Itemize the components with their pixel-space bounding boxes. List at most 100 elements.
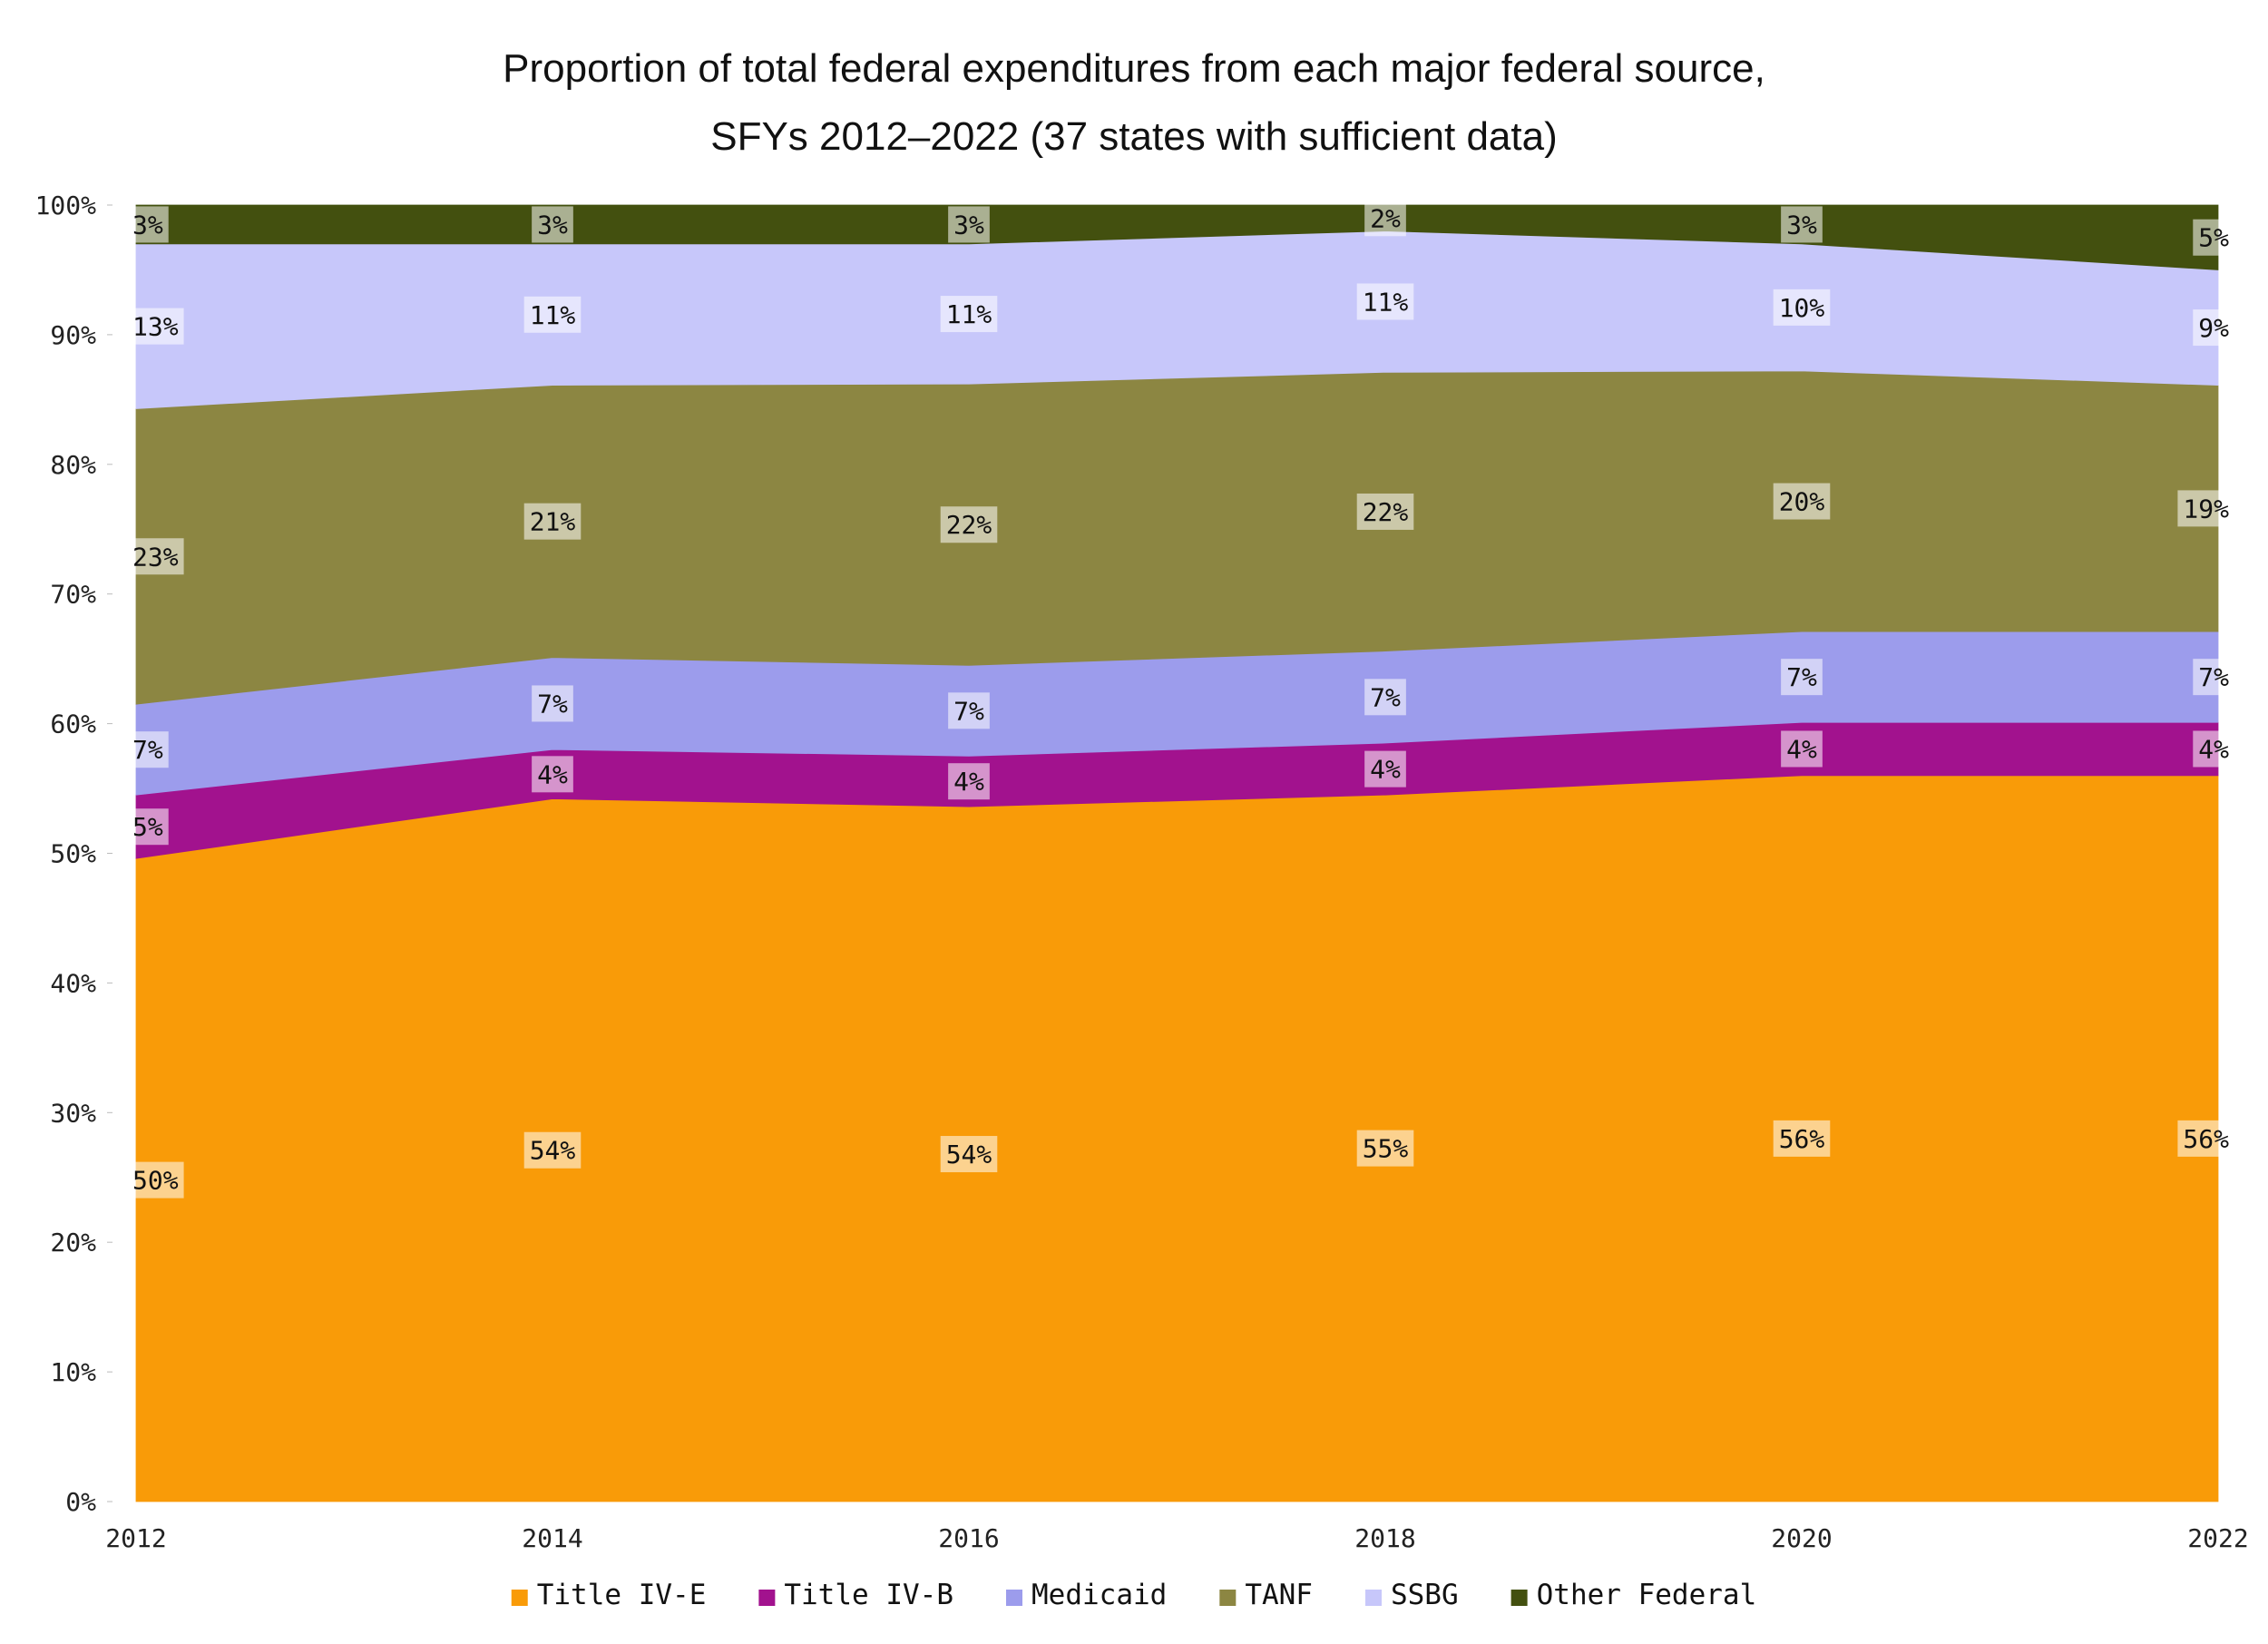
legend-swatch (758, 1590, 776, 1606)
data-label-box (1356, 283, 1414, 320)
data-label-text: 7% (537, 689, 568, 719)
data-label-other-federal: 3% (532, 206, 573, 243)
data-label-title-iv-b: 5% (127, 808, 169, 846)
area-title-iv-e (135, 775, 2219, 1502)
y-tick-label: 90% (50, 320, 96, 350)
y-tick-label: 70% (50, 580, 96, 610)
data-label-box (1781, 206, 1823, 243)
data-label-tanf: 20% (1773, 483, 1831, 520)
data-label-ssbg: 11% (940, 296, 998, 333)
data-label-medicaid: 7% (2193, 659, 2234, 696)
data-label-box (2193, 730, 2234, 768)
data-label-text: 7% (132, 735, 163, 765)
data-label-text: 2% (1370, 203, 1401, 233)
data-label-box (1773, 1120, 1831, 1157)
data-label-box (127, 308, 184, 345)
data-labels: 50% 54% 54% 55% 56% 56% 5% 4% 4% 4% 4% 4% 7% 7% 7% 7% 7%… (127, 200, 2234, 1199)
data-label-box (2193, 659, 2234, 696)
data-label-box (127, 538, 184, 575)
data-label-text: 11% (530, 300, 576, 330)
y-tick-label: 80% (50, 450, 96, 480)
legend-swatch (1006, 1590, 1023, 1606)
y-axis: 0% 10% 20% 30% 40% 50% 60% 70% 80% 90% 100% (35, 191, 112, 1517)
data-label-box (1356, 493, 1414, 530)
x-tick-label: 2014 (522, 1523, 582, 1553)
legend-swatch (1364, 1590, 1382, 1606)
data-label-title-iv-e: 56% (1773, 1120, 1831, 1157)
data-label-box (2177, 1120, 2234, 1157)
area-other-federal (135, 204, 2219, 270)
legend-item-ssbg: SSBG (1364, 1579, 1459, 1611)
data-label-box (2193, 309, 2234, 347)
data-label-text: 3% (537, 210, 568, 240)
data-label-medicaid: 7% (1364, 679, 1406, 716)
data-label-text: 22% (946, 510, 992, 540)
x-tick-label: 2020 (1771, 1523, 1832, 1553)
data-label-box (948, 763, 990, 800)
data-label-medicaid: 7% (127, 731, 169, 768)
data-label-text: 5% (2198, 223, 2229, 253)
data-label-box (127, 206, 169, 243)
data-label-tanf: 21% (523, 503, 582, 540)
data-label-box (127, 1161, 184, 1199)
chart-title-line-1: Proportion of total federal expenditures… (503, 46, 1765, 91)
x-tick-label: 2022 (2187, 1523, 2248, 1553)
data-label-text: 11% (946, 299, 992, 329)
chart-title: Proportion of total federal expenditures… (503, 46, 1765, 159)
data-label-text: 7% (1370, 682, 1401, 712)
data-label-box (1773, 483, 1831, 520)
data-label-box (1781, 659, 1823, 696)
data-label-text: 54% (530, 1136, 576, 1166)
data-label-other-federal: 2% (1364, 200, 1406, 237)
data-label-medicaid: 7% (532, 685, 573, 722)
data-label-box (948, 206, 990, 243)
x-tick-label: 2012 (105, 1523, 166, 1553)
legend-swatch (1219, 1590, 1237, 1606)
data-label-text: 56% (2183, 1124, 2229, 1154)
legend-label: Medicaid (1031, 1579, 1167, 1611)
legend-label: SSBG (1391, 1579, 1459, 1611)
data-label-text: 4% (1370, 755, 1401, 785)
data-label-text: 11% (1363, 287, 1409, 317)
data-label-text: 7% (2198, 662, 2229, 692)
data-label-text: 50% (132, 1166, 179, 1196)
data-label-box (523, 503, 582, 540)
data-label-box (532, 206, 573, 243)
data-label-ssbg: 9% (2193, 309, 2234, 347)
data-label-box (1781, 730, 1823, 768)
data-label-text: 56% (1779, 1124, 1825, 1154)
stacked-areas (135, 204, 2219, 1502)
data-label-medicaid: 7% (1781, 659, 1823, 696)
x-tick-label: 2016 (938, 1523, 999, 1553)
data-label-ssbg: 10% (1773, 289, 1831, 326)
data-label-text: 4% (2198, 734, 2229, 764)
data-label-text: 55% (1363, 1134, 1409, 1164)
data-label-box (523, 296, 582, 333)
legend: Title IV-E Title IV-B Medicaid TANF SSBG Othe… (511, 1579, 1756, 1611)
y-tick-label: 10% (50, 1357, 96, 1387)
data-label-text: 4% (953, 767, 984, 797)
data-label-text: 7% (1786, 662, 1817, 692)
data-label-title-iv-b: 4% (1781, 730, 1823, 768)
data-label-box (127, 731, 169, 768)
legend-item-title-iv-b: Title IV-B (758, 1579, 953, 1611)
data-label-box (127, 808, 169, 846)
data-label-box (1773, 289, 1831, 326)
data-label-box (940, 506, 998, 543)
legend-label: Title IV-B (784, 1579, 953, 1611)
data-label-tanf: 23% (127, 538, 184, 575)
data-label-box (1364, 750, 1406, 788)
data-label-box (2193, 219, 2234, 256)
data-label-ssbg: 11% (1356, 283, 1414, 320)
data-label-other-federal: 5% (2193, 219, 2234, 256)
legend-item-tanf: TANF (1219, 1579, 1313, 1611)
data-label-text: 3% (953, 210, 984, 240)
data-label-text: 10% (1779, 293, 1825, 323)
legend-swatch (1510, 1590, 1528, 1606)
data-label-text: 4% (537, 759, 568, 789)
data-label-text: 22% (1363, 497, 1409, 527)
data-label-other-federal: 3% (127, 206, 169, 243)
y-tick-label: 100% (35, 191, 97, 220)
legend-label: TANF (1245, 1579, 1313, 1611)
